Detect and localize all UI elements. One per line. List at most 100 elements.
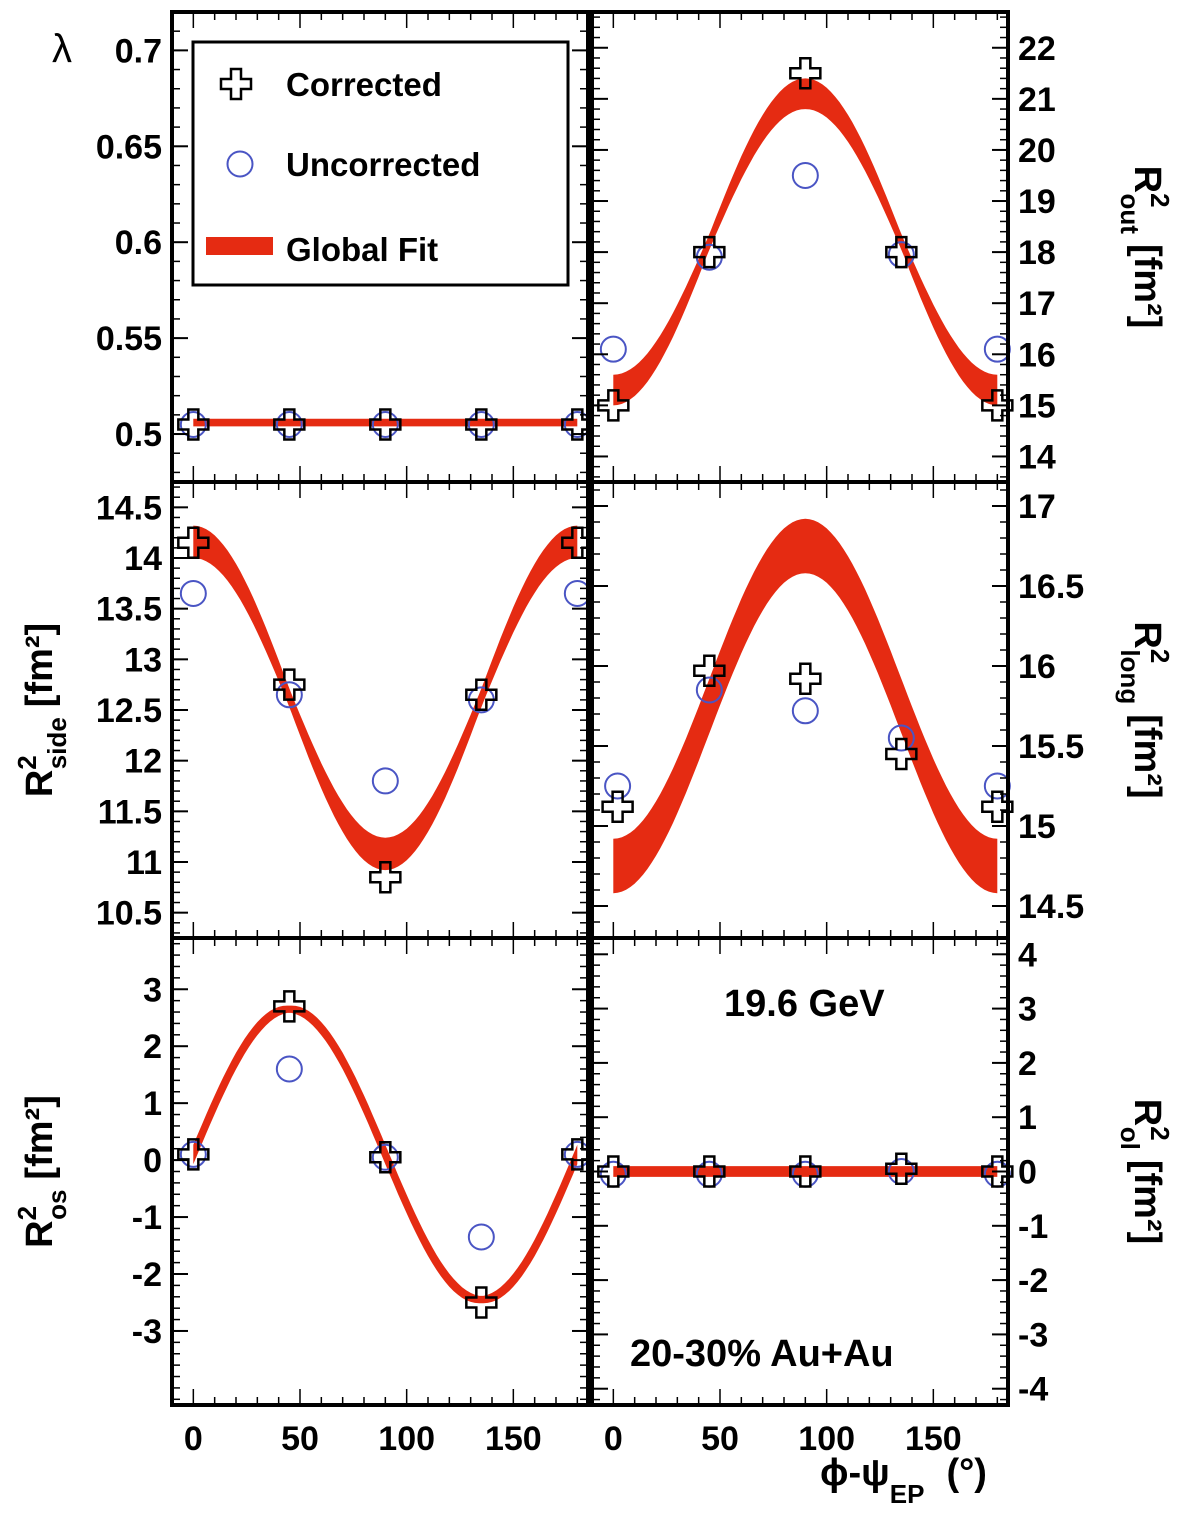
rlong-corrected-point xyxy=(601,790,634,824)
lambda-ytick-label: 0.7 xyxy=(115,32,162,70)
rol-corrected-point xyxy=(885,1152,918,1186)
rout-ytick-label: 22 xyxy=(1018,30,1056,68)
rout-fit-band xyxy=(613,78,998,406)
rlong-corrected-point xyxy=(981,790,1014,824)
rout-ylabel: R2out [fm²] xyxy=(1115,166,1175,329)
rout-corrected-point xyxy=(981,389,1014,422)
panel-rout: 14 15 16 17 18 19 20 21 22 R2out [fm²] xyxy=(590,10,1175,484)
lambda-fit-band xyxy=(193,418,578,427)
rol-ytick-label: 1 xyxy=(1018,1099,1037,1137)
lambda-corrected-point xyxy=(369,408,402,441)
ros-fit-band xyxy=(193,1005,578,1304)
rlong-ylabel-sup: 2 xyxy=(1145,649,1175,663)
rol-ytick-label: 3 xyxy=(1018,991,1037,1029)
rside-ytick-label: 13 xyxy=(124,641,162,679)
xtick-label: 150 xyxy=(905,1420,962,1458)
rol-ylabel: R2ol [fm²] xyxy=(1115,1099,1175,1244)
rside-uncorrected-point xyxy=(371,767,399,795)
lambda-ylabel: λ xyxy=(52,27,72,71)
rside-ytick-label: 11 xyxy=(126,844,162,882)
legend-corrected-marker xyxy=(219,67,253,101)
rlong-corrected-point xyxy=(885,737,918,771)
lambda-corrected-point xyxy=(177,408,210,441)
rside-ytick-label: 12 xyxy=(124,743,162,781)
xtick-label: 100 xyxy=(798,1420,855,1458)
ros-ytick-label: -3 xyxy=(132,1313,162,1351)
xtick-label: 100 xyxy=(378,1420,435,1458)
lambda-uncorrected-point xyxy=(371,410,399,438)
ros-uncorrected-point xyxy=(467,1223,495,1251)
panels: 0.50.550.60.650.7λ141516171819202122R2ou… xyxy=(12,10,1175,1458)
rout-corrected-point xyxy=(693,235,726,269)
lambda-uncorrected-point xyxy=(275,410,303,438)
ros-corrected-point xyxy=(465,1286,498,1319)
legend-fit-swatch xyxy=(206,237,273,255)
ros-uncorrected-point xyxy=(275,1055,303,1083)
rout-ytick-label: 14 xyxy=(1018,438,1056,476)
x-axis-label-unit: (°) xyxy=(946,1452,987,1494)
rol-fit-band xyxy=(613,1166,998,1177)
rol-ytick-label: -2 xyxy=(1018,1262,1048,1300)
ros-uncorrected-point xyxy=(371,1143,399,1171)
rside-corrected-point xyxy=(465,678,498,712)
rside-corrected-point xyxy=(369,860,402,894)
legend-uncorrected-label: Uncorrected xyxy=(286,146,480,183)
rside-ytick-label: 11.5 xyxy=(98,793,162,831)
frame-top-right xyxy=(590,10,1010,484)
rlong-ytick-label: 15.5 xyxy=(1018,728,1084,766)
rlong-fit-band xyxy=(613,518,998,894)
panel-rlong: 14.5 15 15.5 16 16.5 17 R2long [fm²] xyxy=(590,480,1175,940)
rside-ytick-label: 12.5 xyxy=(96,692,162,730)
rout-ylabel-main: R xyxy=(1126,166,1168,193)
lambda-corrected-point xyxy=(561,408,594,441)
ros-corrected-point xyxy=(273,990,306,1023)
rside-ylabel-sup: 2 xyxy=(12,755,42,769)
rol-ytick-label: 2 xyxy=(1018,1045,1037,1083)
xtick-label: 0 xyxy=(184,1420,203,1458)
rlong-uncorrected-point xyxy=(695,676,723,704)
rlong-corrected-point xyxy=(789,662,822,696)
rside-corrected-point xyxy=(273,668,306,701)
legend-fit-label: Global Fit xyxy=(286,231,438,268)
rlong-ytick-label: 14.5 xyxy=(1018,888,1084,926)
lambda-uncorrected-point xyxy=(467,410,495,438)
rside-uncorrected-point xyxy=(179,579,207,607)
rout-ytick-label: 20 xyxy=(1018,132,1056,170)
rlong-uncorrected-point xyxy=(887,724,915,752)
legend-corrected-label: Corrected xyxy=(286,66,442,103)
ros-ytick-label: 0 xyxy=(143,1142,162,1180)
rside-ytick-label: 13.5 xyxy=(96,591,162,629)
xtick-label: 150 xyxy=(485,1420,542,1458)
rol-ytick-label: -4 xyxy=(1018,1371,1048,1409)
rside-ylabel-unit: [fm²] xyxy=(19,623,61,707)
ros-frame xyxy=(170,936,590,1407)
centrality-label: 20-30% Au+Au xyxy=(630,1333,894,1375)
rlong-ytick-label: 16.5 xyxy=(1018,568,1084,606)
ros-ytick-label: 1 xyxy=(143,1085,162,1123)
rlong-ylabel-unit: [fm²] xyxy=(1126,714,1168,798)
xtick-label: 0 xyxy=(604,1420,623,1458)
energy-label: 19.6 GeV xyxy=(724,983,885,1025)
lambda-ytick-label: 0.6 xyxy=(115,224,162,262)
rout-uncorrected-point xyxy=(599,335,627,363)
xtick-label: 50 xyxy=(701,1420,739,1458)
rlong-uncorrected-point xyxy=(604,772,632,800)
rol-ylabel-unit: [fm²] xyxy=(1126,1160,1168,1244)
rol-corrected-point xyxy=(693,1155,726,1188)
rol-ylabel-sub: ol xyxy=(1115,1127,1145,1150)
rlong-corrected-point xyxy=(693,654,726,688)
rside-ylabel-sub: side xyxy=(42,717,72,769)
rol-ytick-label: -1 xyxy=(1018,1208,1048,1246)
rside-ylabel-main: R xyxy=(19,770,61,797)
rout-ytick-label: 18 xyxy=(1018,234,1056,272)
rout-uncorrected-point xyxy=(791,161,819,189)
ros-ylabel-unit: [fm²] xyxy=(19,1095,61,1179)
rlong-ylabel-sub: long xyxy=(1115,649,1145,704)
lambda-ytick-label: 0.65 xyxy=(96,128,162,166)
panel-rside: 10.5 11 11.5 12 12.5 13 13.5 14 14.5 R2side [fm²] xyxy=(12,480,594,940)
legend: Corrected Uncorrected Global Fit xyxy=(191,40,570,287)
legend-uncorrected-marker xyxy=(226,150,254,178)
rout-ylabel-sub: out xyxy=(1115,194,1145,235)
